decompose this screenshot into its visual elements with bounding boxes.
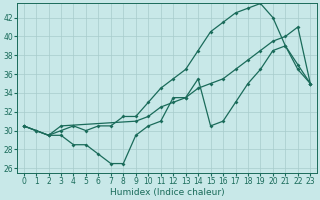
X-axis label: Humidex (Indice chaleur): Humidex (Indice chaleur) (110, 188, 224, 197)
